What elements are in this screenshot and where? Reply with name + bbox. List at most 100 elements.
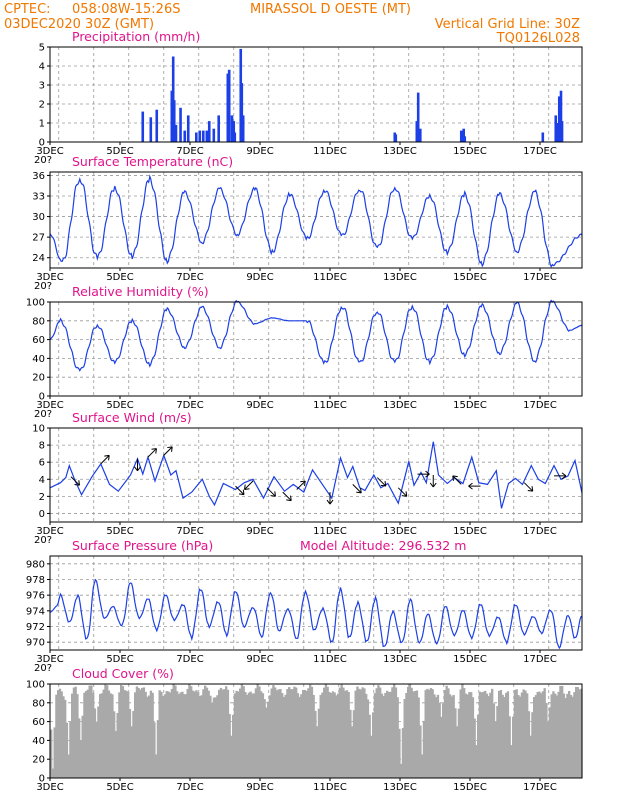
cloud-bar (538, 691, 541, 778)
cloud-bar (503, 696, 506, 778)
cloud-bar (153, 722, 156, 778)
precip-bar (560, 121, 564, 142)
cloud-bar (85, 690, 88, 778)
y-tick-label: 10 (32, 424, 45, 435)
wind-arrow (452, 475, 462, 485)
cloud-bar (414, 690, 417, 778)
cloud-bar (440, 716, 443, 778)
cloud-bar (296, 693, 300, 778)
cloud-bar (104, 684, 107, 778)
cloud-bar (578, 689, 581, 778)
cloud-bar (256, 684, 259, 778)
cloud-bar (272, 685, 275, 778)
plot-frame (49, 301, 583, 397)
x-tick-label: 7DEC (176, 526, 203, 537)
precip-title: Precipitation (mm/h) (72, 29, 200, 44)
cloud-bar (198, 696, 202, 778)
precip-bar (207, 121, 211, 142)
cloud-bar (92, 692, 95, 778)
cloud-bar (345, 690, 349, 778)
cloud-bar (293, 686, 296, 778)
plot-frame (49, 171, 583, 269)
cloud-bar (373, 693, 377, 778)
wind-arrow-head (425, 470, 430, 478)
cloud-bar (471, 697, 475, 778)
cloud-bar (156, 720, 160, 778)
wind-arrow-head (104, 454, 110, 461)
cloud-bar (132, 711, 135, 778)
cloud-bar (107, 690, 111, 778)
cloud-bar (380, 693, 384, 778)
x-tick-label: 15DEC (453, 400, 487, 411)
cloud-bar (195, 690, 198, 778)
wind-arrow-shaft (235, 485, 245, 495)
x-tick-label: 13DEC (383, 526, 417, 537)
cloud-bar (426, 688, 429, 778)
x-tick-label: 9DEC (246, 782, 273, 793)
header-run-time: 03DEC2020 30Z (GMT) (4, 17, 154, 32)
cloud-bar (228, 714, 231, 778)
y-tick-label: 80 (32, 316, 45, 327)
x-tick-label: 3DEC (36, 654, 63, 665)
cloud-bar (389, 691, 392, 778)
precip-bar (230, 115, 234, 142)
cloud-bar (65, 722, 69, 778)
wind-arrow (554, 472, 567, 480)
cloud-bar (239, 688, 242, 778)
cloud-bar (533, 697, 536, 778)
cloud-bar (387, 692, 391, 778)
cloud-bar (163, 694, 167, 778)
cloud-bar (433, 694, 436, 778)
cloud-bar (69, 721, 72, 778)
cloud-bar (149, 690, 153, 778)
x-tick-label: 17DEC (523, 146, 557, 157)
cloud-bar (524, 690, 527, 778)
cloud-bar (438, 702, 441, 778)
precip-bar (394, 134, 398, 142)
x-tick-label: 13DEC (383, 146, 417, 157)
cloud-bar (76, 694, 79, 778)
cloud-bar (459, 689, 462, 778)
cloud-bar (443, 689, 447, 778)
wind-arrow-shaft (397, 487, 408, 497)
cloud-bar (165, 691, 168, 778)
wind-arrow-shaft (352, 484, 362, 494)
cloud-bar (62, 696, 65, 778)
cloud-bar (232, 714, 235, 778)
cloud-bar (522, 689, 525, 778)
cloud-bar (324, 684, 328, 778)
panel-precip: 0 1 2 3 4 5 3DEC 5DEC 7DEC 9DEC 11DEC 13DEC 15DEC 17D… (34, 29, 583, 166)
wind-arrow-head (167, 446, 173, 452)
cloud-bar (155, 754, 158, 778)
precip-bar (232, 121, 236, 142)
wind-arrow (523, 482, 534, 492)
cloud-bar (121, 686, 125, 778)
precip-bar (179, 107, 182, 142)
x-tick-label: 17DEC (523, 526, 557, 537)
cloud-bar (569, 695, 573, 778)
cloud-bar (550, 694, 553, 778)
cloud-bar (148, 695, 151, 778)
cloud-bar (576, 687, 580, 778)
cloud-bar (415, 690, 419, 778)
cloud-bar (470, 692, 473, 778)
y-tick-label: 36 (32, 171, 45, 182)
cloud-bar (391, 687, 394, 778)
cloud-bar (270, 688, 273, 778)
cloud-bar (282, 696, 286, 778)
cloud-bar (221, 689, 224, 778)
y-tick-label: 80 (32, 698, 45, 709)
cloud-bar (498, 690, 501, 778)
cloud-bar (99, 694, 102, 778)
cloud-bar (72, 687, 76, 778)
cloud-bar (212, 697, 216, 778)
precip-bar (202, 130, 205, 142)
cloud-bar (183, 694, 186, 778)
y-tick-label: 60 (32, 717, 45, 728)
wind-arrow (429, 475, 437, 488)
cloud-bar (179, 692, 182, 778)
y-tick-label: 0 (39, 392, 45, 403)
wind-arrow-head (468, 482, 473, 490)
cloud-bar (303, 689, 307, 778)
x-tick-label: 7DEC (176, 272, 203, 283)
